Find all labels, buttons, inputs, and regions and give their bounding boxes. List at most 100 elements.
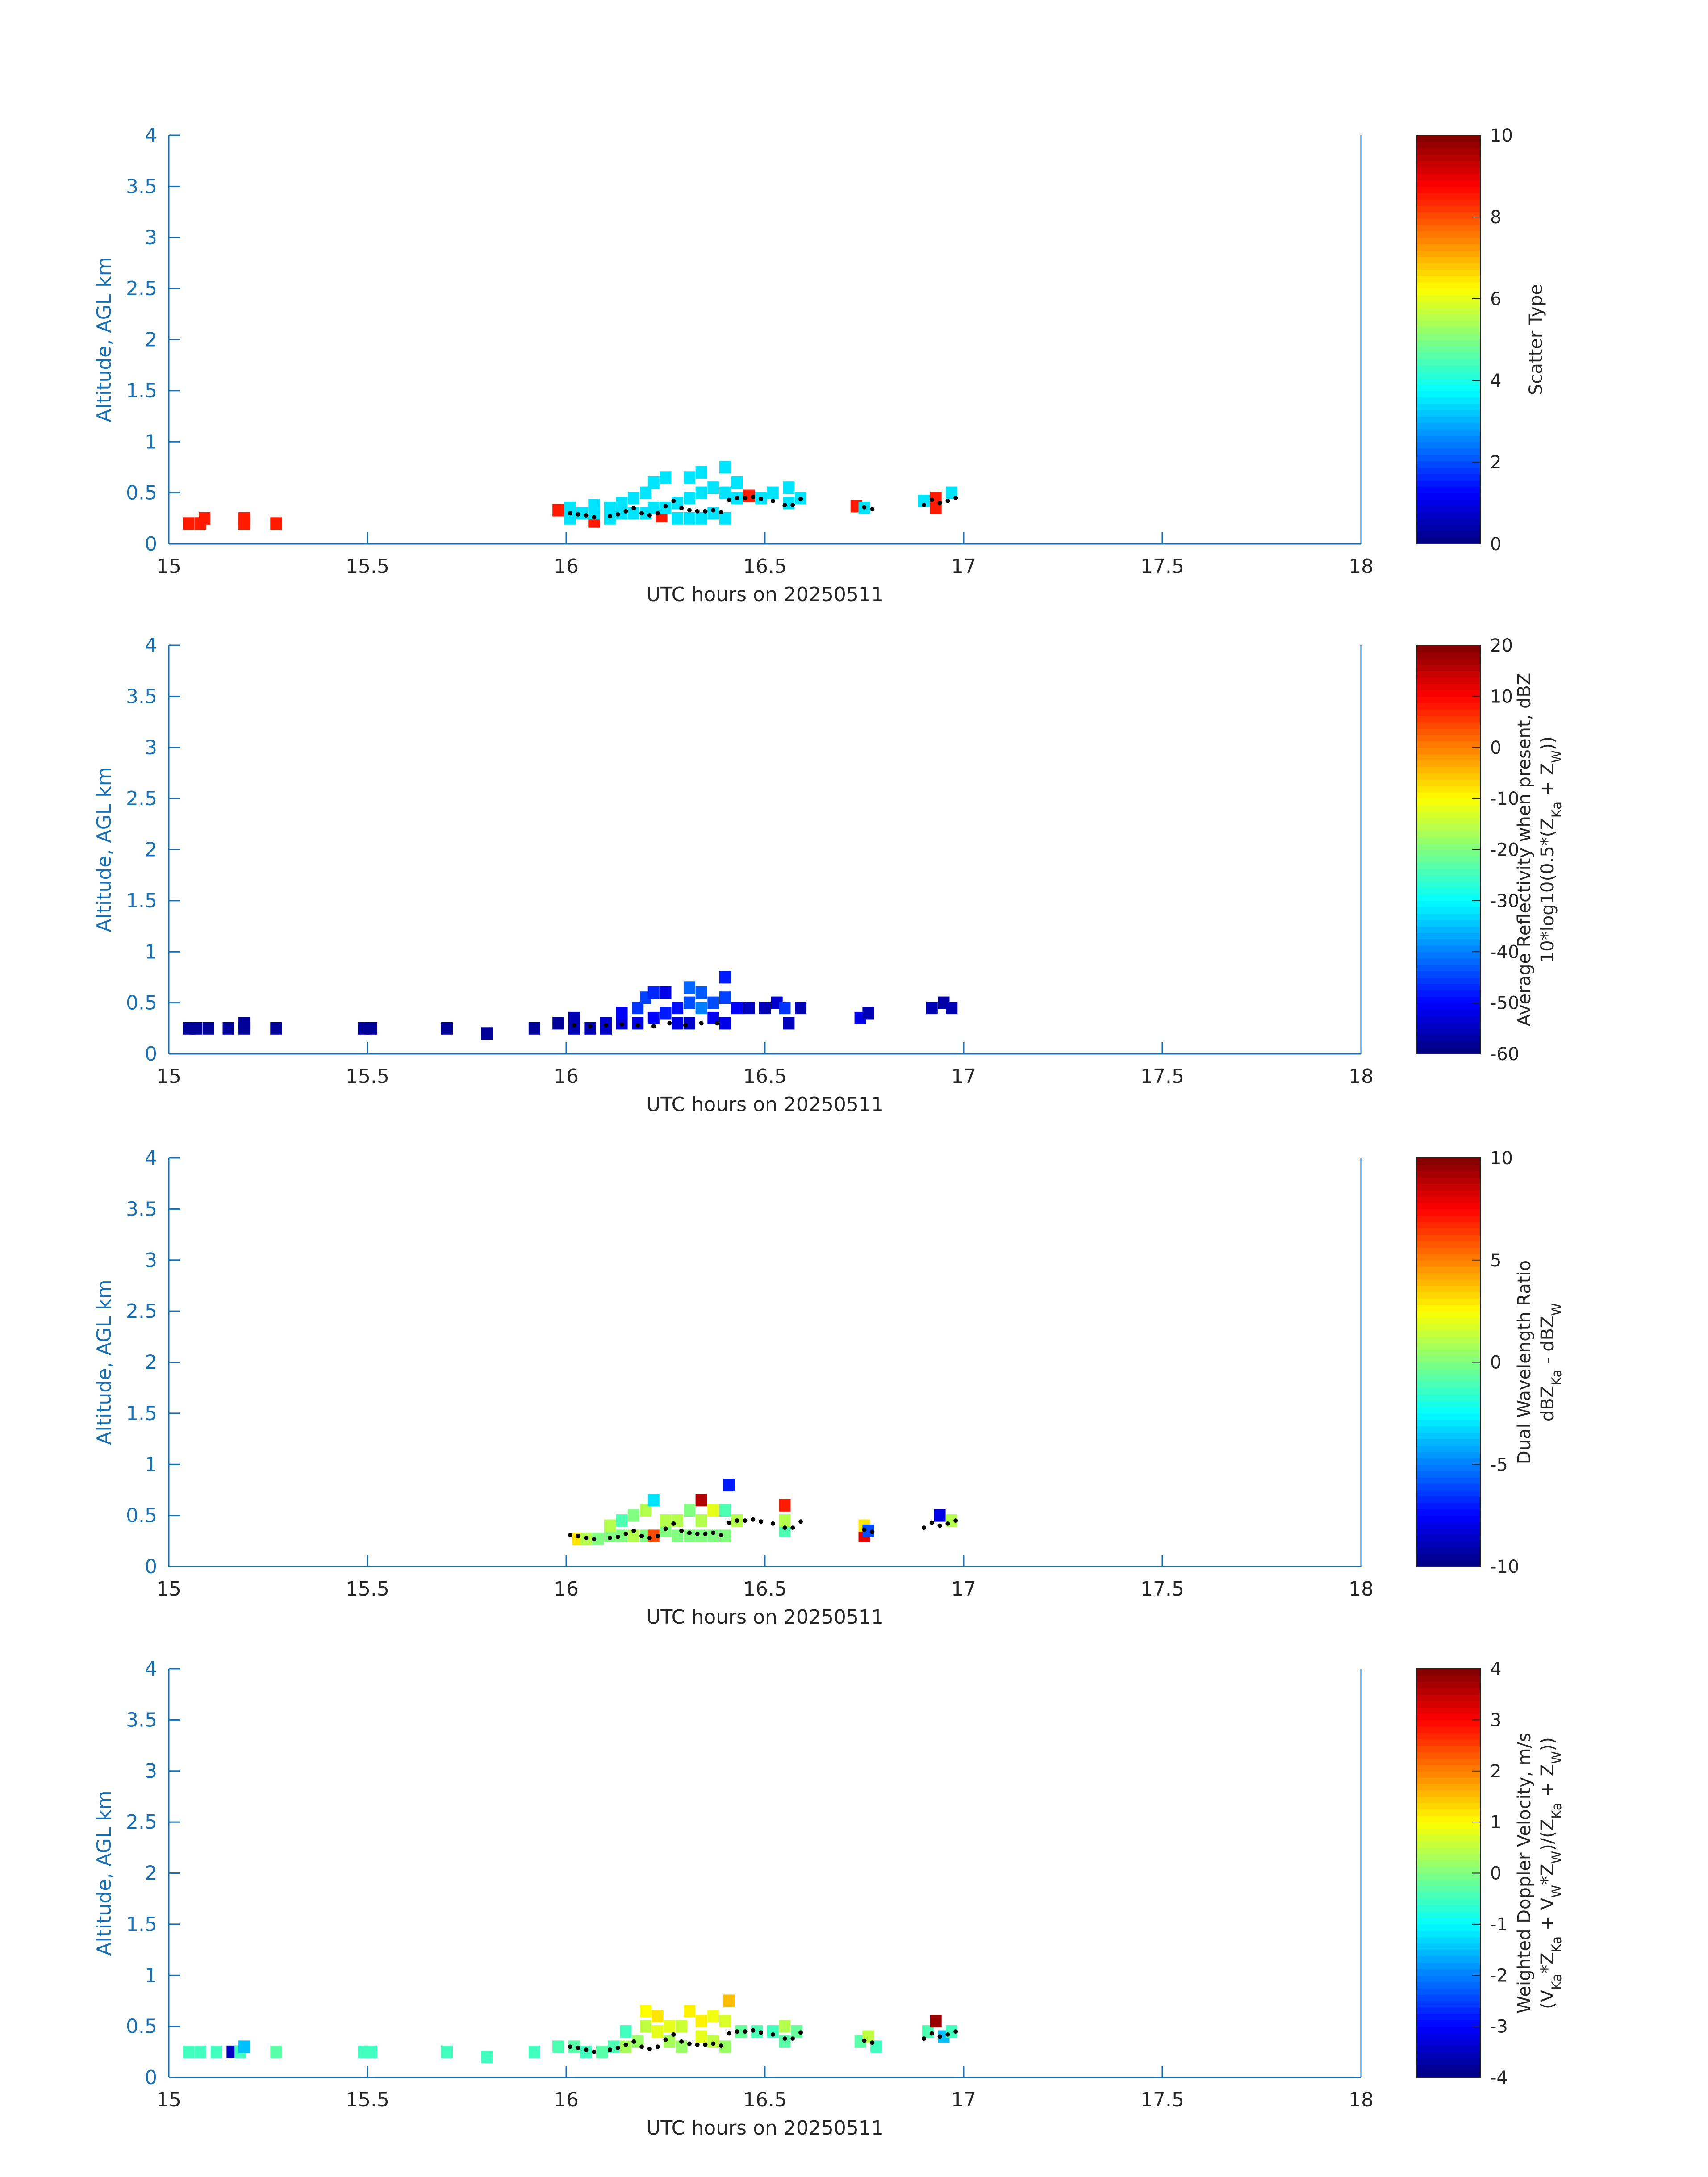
data-marker: [695, 1531, 700, 1536]
colorbar-segment: [1416, 830, 1480, 837]
data-cell: [647, 986, 660, 999]
colorbar-segment: [1416, 525, 1480, 532]
colorbar-segment: [1416, 836, 1480, 844]
data-cell: [723, 1994, 735, 2007]
x-tick-label: 15: [156, 1065, 181, 1088]
colorbar-segment: [1416, 1343, 1480, 1350]
colorbar-segment: [1416, 212, 1480, 219]
x-tick-label: 17: [951, 555, 976, 578]
colorbar-segment: [1416, 199, 1480, 206]
colorbar-segment: [1416, 1860, 1480, 1868]
y-tick-label: 0.5: [126, 2015, 157, 2038]
colorbar-segment: [1416, 154, 1480, 161]
data-marker: [647, 2046, 652, 2051]
data-cell: [767, 486, 779, 499]
colorbar-segment: [1416, 696, 1480, 703]
colorbar-segment: [1416, 1758, 1480, 1765]
colorbar-segment: [1416, 422, 1480, 430]
colorbar-segment: [1416, 1330, 1480, 1337]
x-tick-label: 15.5: [346, 1578, 389, 1600]
x-tick-label: 16.5: [743, 1578, 787, 1600]
colorbar-segment: [1416, 148, 1480, 155]
data-marker: [759, 1519, 764, 1524]
colorbar-segment: [1416, 167, 1480, 174]
colorbar-segment: [1416, 677, 1480, 684]
colorbar-tick-label: 5: [1490, 1250, 1501, 1271]
y-tick-label: 1.5: [126, 890, 157, 912]
colorbar-segment: [1416, 225, 1480, 232]
colorbar-label-line: Scatter Type: [1526, 284, 1546, 395]
colorbar-segment: [1416, 429, 1480, 436]
colorbar-segment: [1416, 1867, 1480, 1874]
colorbar-segment: [1416, 652, 1480, 659]
data-cell: [707, 481, 719, 494]
colorbar-tick-label: -4: [1490, 2068, 1508, 2088]
y-tick-label: 0: [145, 1555, 157, 1578]
x-tick-label: 18: [1349, 1065, 1374, 1088]
data-cell: [683, 1504, 695, 1517]
data-marker: [770, 498, 775, 503]
colorbar-segment: [1416, 1241, 1480, 1248]
data-marker: [568, 1533, 572, 1538]
colorbar-segment: [1416, 1254, 1480, 1261]
data-cell: [930, 2015, 942, 2028]
data-marker: [715, 1021, 720, 1026]
data-cell: [783, 481, 795, 494]
colorbar-segment: [1416, 760, 1480, 767]
colorbar-segment: [1416, 849, 1480, 857]
colorbar-segment: [1416, 2039, 1480, 2046]
colorbar-segment: [1416, 2045, 1480, 2052]
colorbar-segment: [1416, 773, 1480, 780]
colorbar-segment: [1416, 416, 1480, 423]
colorbar-segment: [1416, 1834, 1480, 1842]
colorbar-segment: [1416, 1420, 1480, 1427]
y-tick-label: 1: [145, 940, 157, 963]
colorbar-segment: [1416, 2071, 1480, 2078]
colorbar-segment: [1416, 1509, 1480, 1516]
colorbar-label-line: Dual Wavelength Ratio: [1514, 1260, 1535, 1464]
colorbar-segment: [1416, 1707, 1480, 1714]
colorbar-segment: [1416, 1203, 1480, 1210]
colorbar-segment: [1416, 371, 1480, 379]
colorbar-segment: [1416, 1745, 1480, 1752]
colorbar-segment: [1416, 1854, 1480, 1861]
data-marker: [782, 503, 787, 508]
colorbar-segment: [1416, 301, 1480, 308]
colorbar-segment: [1416, 900, 1480, 907]
data-cell: [552, 504, 564, 517]
data-marker: [751, 494, 756, 499]
colorbar-tick-label: -5: [1490, 1454, 1508, 1475]
colorbar-segment: [1416, 2014, 1480, 2021]
data-marker: [699, 1021, 704, 1026]
colorbar-segment: [1416, 1515, 1480, 1522]
data-marker: [922, 1525, 926, 1530]
data-cell: [183, 517, 195, 530]
data-marker: [798, 497, 803, 501]
colorbar-segment: [1416, 390, 1480, 397]
colorbar-segment: [1416, 926, 1480, 933]
data-marker: [719, 2043, 724, 2048]
colorbar-segment: [1416, 1228, 1480, 1235]
x-tick-label: 15.5: [346, 2089, 389, 2111]
colorbar-segment: [1416, 1528, 1480, 1535]
data-cell: [616, 497, 628, 510]
data-marker: [711, 2041, 716, 2046]
colorbar-segment: [1416, 218, 1480, 225]
colorbar-label: Dual Wavelength Ratio dBZKa - dBZW: [1514, 1260, 1564, 1464]
colorbar-segment: [1416, 256, 1480, 263]
colorbar-segment: [1416, 237, 1480, 244]
colorbar-segment: [1416, 2026, 1480, 2033]
colorbar-segment: [1416, 1790, 1480, 1797]
data-marker: [703, 509, 708, 514]
colorbar-segment: [1416, 1285, 1480, 1293]
colorbar-tick-label: -40: [1490, 942, 1519, 962]
colorbar-segment: [1416, 741, 1480, 748]
data-marker: [619, 1022, 624, 1027]
colorbar-segment: [1416, 1694, 1480, 1701]
data-cell: [759, 1002, 771, 1015]
data-marker: [607, 514, 612, 519]
data-marker: [719, 1533, 724, 1538]
data-marker: [727, 1520, 731, 1525]
data-marker: [592, 515, 597, 520]
colorbar-tick-label: 2: [1490, 452, 1501, 473]
